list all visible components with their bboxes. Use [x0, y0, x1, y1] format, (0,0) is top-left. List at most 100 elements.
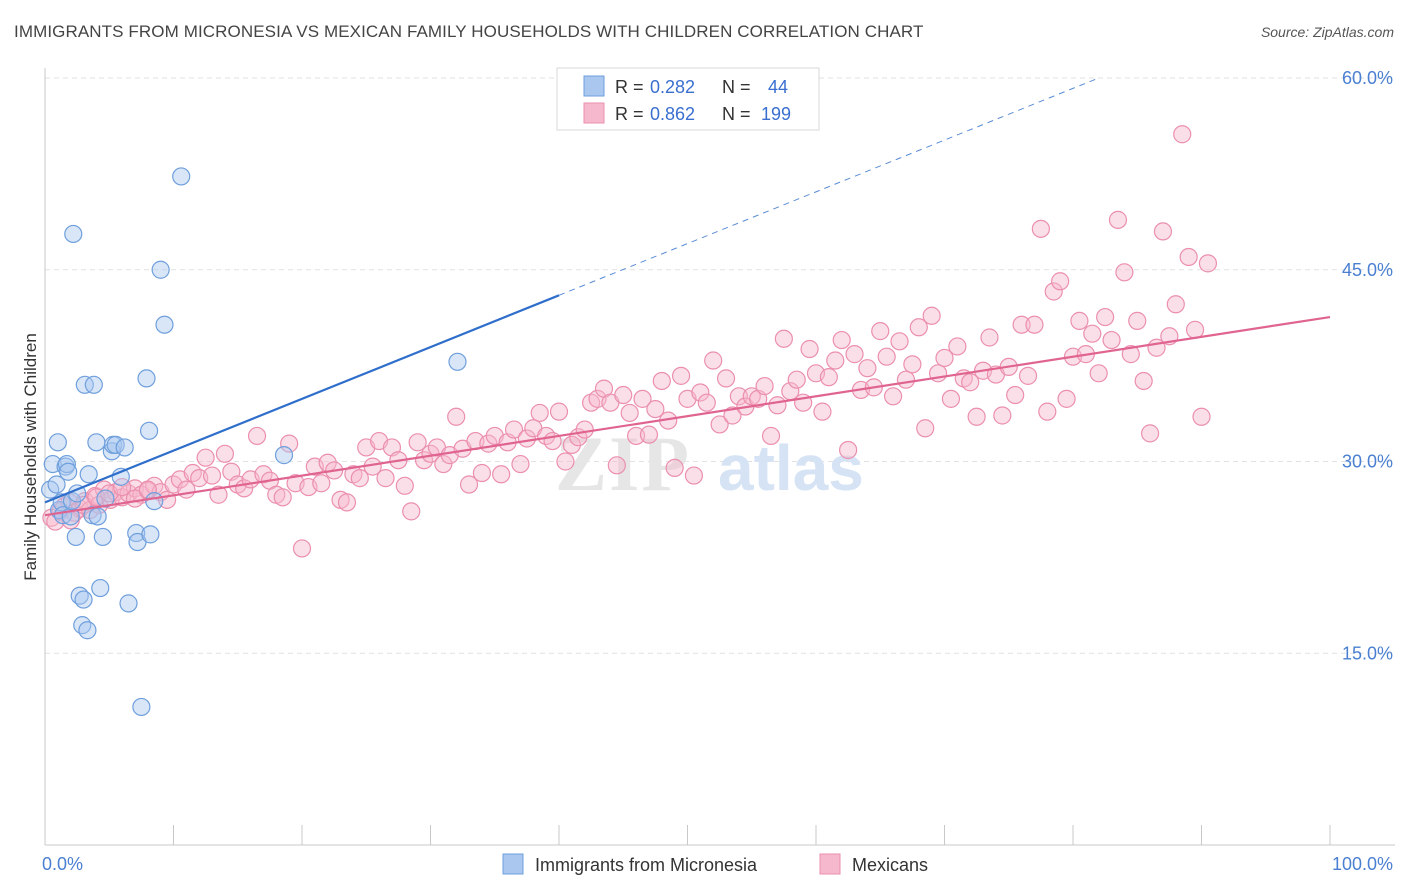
watermark: ZIP atlas: [555, 420, 864, 507]
micronesia-point-42: [155, 315, 174, 334]
mexicans-point-42: [292, 539, 312, 558]
mexicans-point-166: [1089, 364, 1108, 383]
mexicans-point-161: [1057, 389, 1076, 408]
mexicans-point-123: [813, 402, 832, 421]
micronesia-point-17: [74, 590, 93, 609]
mexicans-point-91: [607, 456, 626, 475]
mexicans-point-59: [402, 502, 421, 521]
mexicans-point-181: [1185, 320, 1205, 339]
mexicans-point-151: [993, 406, 1012, 425]
trend-lines: [44, 77, 1331, 517]
mexicans-point-171: [1121, 345, 1140, 364]
micronesia-point-44: [274, 446, 294, 465]
legend-r-value-2: 0.862: [650, 104, 695, 124]
micronesia-point-9: [59, 462, 78, 481]
mexicans-point-165: [1083, 324, 1102, 343]
mexicans-point-93: [620, 403, 639, 423]
mexicans-point-83: [556, 452, 575, 471]
mexicans-point-97: [646, 399, 665, 419]
mexicans-point-98: [652, 371, 671, 391]
legend-bottom-swatch-blue: [502, 853, 524, 875]
mexicans-point-30: [215, 444, 234, 463]
mexicans-point-142: [935, 348, 954, 368]
mexicans-point-143: [941, 389, 961, 408]
legend-n-value-1: 44: [768, 77, 788, 97]
mexicans-point-157: [1031, 219, 1050, 238]
micronesia-point-39: [141, 525, 160, 544]
mexicans-point-116: [768, 396, 787, 415]
micronesia-point-12: [64, 224, 83, 244]
mexicans-point-139: [916, 419, 935, 438]
legend-n-value-2: 199: [761, 104, 791, 124]
mexicans-point-170: [1115, 263, 1134, 282]
axes: [44, 68, 1395, 846]
legend-swatch-pink: [583, 102, 605, 124]
mexicans-point-114: [755, 376, 774, 396]
micronesia-trend-extension: [558, 77, 1099, 296]
y-tick-labels: 15.0% 30.0% 45.0% 60.0%: [1342, 68, 1393, 663]
mexicans-point-160: [1051, 272, 1070, 291]
micronesia-point-40: [145, 492, 164, 511]
mexicans-point-147: [967, 407, 986, 426]
micronesia-point-38: [139, 421, 159, 440]
mexicans-point-127: [839, 440, 858, 460]
mexicans-point-149: [980, 328, 999, 347]
mexicans-point-167: [1096, 307, 1115, 327]
mexicans-point-70: [472, 463, 491, 483]
mexicans-point-138: [909, 318, 928, 337]
chart-title: IMMIGRANTS FROM MICRONESIA VS MEXICAN FA…: [14, 22, 924, 41]
mexicans-point-28: [202, 466, 222, 485]
mexicans-trend-line: [44, 315, 1331, 517]
mexicans-point-29: [209, 485, 228, 504]
mexicans-point-58: [395, 476, 414, 495]
legend-swatch-blue: [583, 75, 605, 97]
micronesia-point-43: [172, 167, 191, 186]
mexicans-point-96: [639, 425, 659, 444]
mexicans-point-155: [1018, 366, 1038, 385]
micronesia-point-24: [88, 507, 107, 526]
legend-r-label-2: R =: [615, 104, 644, 124]
mexicans-point-79: [530, 403, 549, 423]
mexicans-point-39: [273, 488, 292, 507]
mexicans-point-109: [723, 406, 742, 425]
mexicans-point-101: [671, 366, 691, 385]
y-tick-label-1: 30.0%: [1342, 452, 1393, 472]
mexicans-point-125: [826, 351, 845, 370]
legend-bottom-swatch-pink: [819, 853, 841, 875]
micronesia-point-2: [47, 475, 66, 494]
mexicans-point-104: [691, 383, 710, 402]
mexicans-point-51: [350, 469, 369, 488]
mexicans-point-76: [511, 454, 530, 474]
mexicans-point-119: [787, 370, 806, 389]
mexicans-point-144: [948, 337, 967, 356]
mexicans-point-190: [138, 480, 157, 499]
micronesia-point-19: [78, 621, 97, 640]
micronesia-point-22: [84, 375, 103, 394]
mexicans-point-179: [1173, 125, 1192, 144]
legend-r-value-1: 0.282: [650, 77, 695, 97]
mexicans-point-68: [459, 475, 479, 494]
mexicans-point-110: [729, 387, 749, 406]
micronesia-point-20: [79, 465, 98, 484]
mexicans-point-154: [1012, 315, 1031, 334]
mexicans-point-75: [504, 420, 524, 439]
mexicans-point-115: [761, 426, 781, 446]
mexicans-point-103: [684, 466, 704, 485]
mexicans-point-135: [890, 332, 909, 351]
micronesia-point-8: [57, 454, 76, 474]
legend-top: R = 0.282 N = 44 R = 0.862 N = 199: [556, 67, 820, 131]
mexicans-point-178: [1166, 295, 1185, 314]
micronesia-point-3: [48, 433, 67, 452]
micronesia-point-23: [87, 433, 106, 452]
gridlines: [45, 77, 1395, 654]
mexicans-point-45: [312, 474, 331, 493]
mexicans-point-66: [447, 407, 466, 426]
y-axis-label: Family Households with Children: [21, 333, 40, 581]
mexicans-point-173: [1134, 371, 1153, 391]
mexicans-point-176: [1153, 222, 1173, 241]
mexicans-point-73: [492, 465, 511, 484]
mexicans-point-140: [922, 306, 941, 325]
mexicans-point-107: [710, 415, 729, 434]
micronesia-point-25: [91, 578, 110, 598]
mexicans-point-132: [871, 322, 890, 341]
